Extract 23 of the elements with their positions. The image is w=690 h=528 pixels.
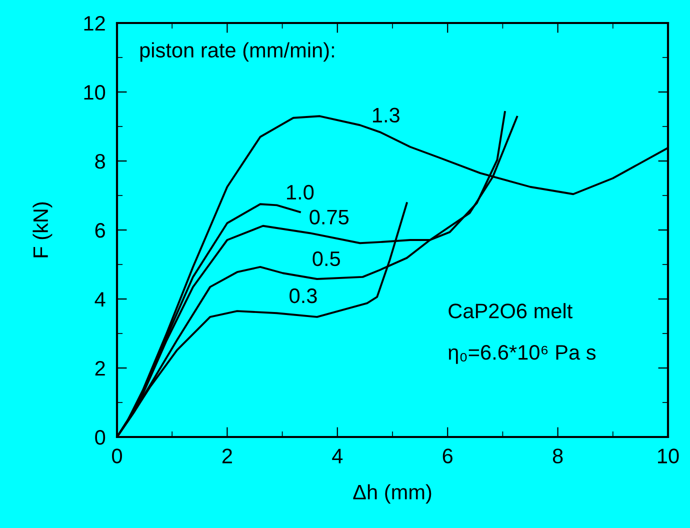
y-tick-label: 2: [95, 361, 105, 376]
annotation: η₀=6.6*10⁶ Pa s: [448, 345, 596, 364]
x-tick-label: 2: [222, 448, 232, 464]
y-axis-title: F (kN): [32, 202, 52, 258]
x-tick-label: 10: [658, 448, 679, 464]
y-tick-label: 8: [95, 154, 105, 169]
x-tick-label: 4: [332, 448, 343, 464]
series-label: 1.0: [287, 184, 314, 200]
y-tick-label: 12: [84, 16, 105, 31]
annotation: piston rate (mm/min):: [140, 42, 334, 62]
series-label: 1.3: [372, 108, 400, 123]
series-label: 0.75: [310, 210, 349, 224]
series-label: 0.3: [290, 288, 317, 304]
x-tick-label: 0: [112, 448, 122, 464]
y-tick-label: 0: [95, 430, 106, 445]
x-axis-title: Δh (mm): [353, 484, 432, 504]
y-tick-label: 10: [84, 85, 106, 100]
x-tick-label: 8: [552, 448, 563, 464]
annotation: CaP2O6 melt: [448, 303, 572, 318]
series-label: 0.5: [312, 251, 340, 266]
x-tick-label: 6: [442, 448, 452, 464]
y-tick-label: 4: [94, 292, 106, 307]
y-tick-label: 6: [95, 223, 105, 238]
